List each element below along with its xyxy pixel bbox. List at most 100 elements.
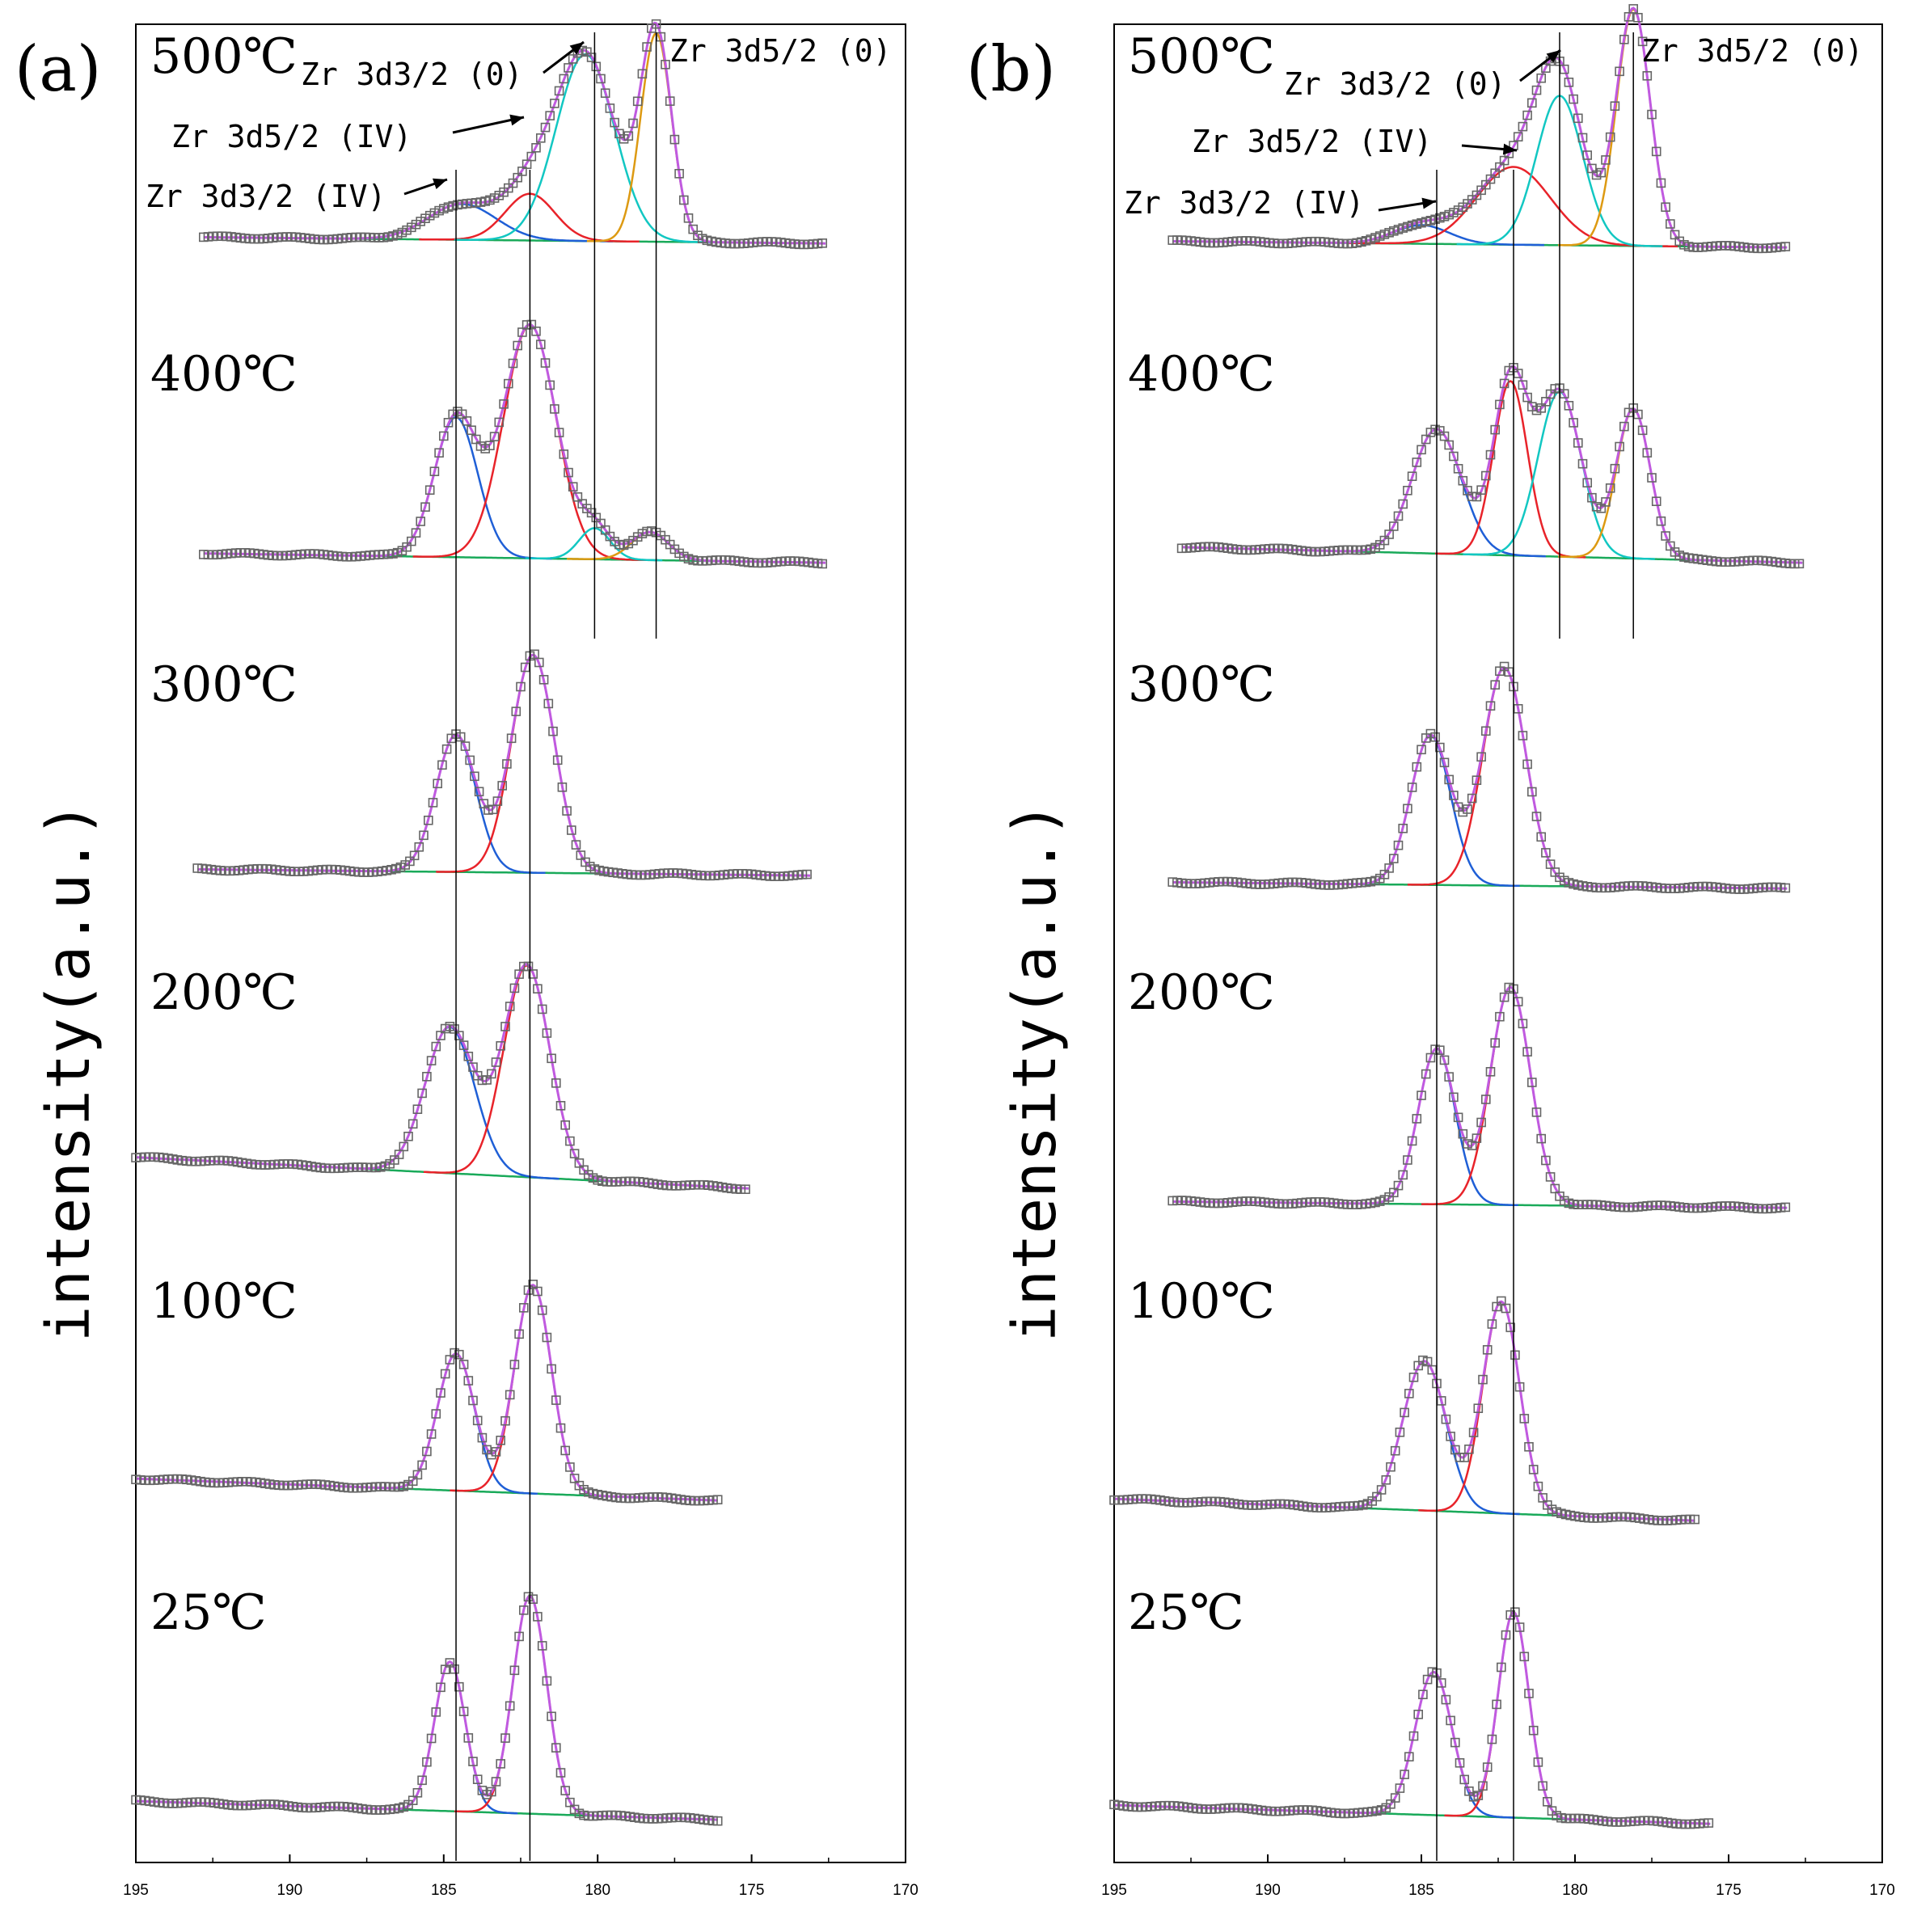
data-point-marker (403, 1132, 413, 1141)
data-point-marker (571, 840, 581, 850)
data-point-marker (537, 1004, 547, 1015)
data-point-marker (1381, 1475, 1391, 1485)
label-arrow-head (1502, 143, 1517, 155)
x-tick-label: 180 (1562, 1882, 1588, 1899)
spectrum-4 (1109, 1296, 1700, 1525)
data-point-marker (511, 707, 521, 716)
data-point-marker (485, 441, 495, 451)
data-point-marker (528, 969, 538, 979)
data-point-marker (642, 42, 652, 52)
data-point-marker (1395, 1428, 1405, 1437)
data-point-marker (516, 681, 526, 692)
data-point-marker (503, 378, 513, 389)
data-point-marker (596, 74, 606, 84)
data-point-marker (1398, 823, 1408, 833)
data-point-marker (412, 1470, 423, 1480)
data-point-marker (1582, 478, 1592, 488)
panel-b-ylabel: intensity(a.u.) (1000, 802, 1070, 1342)
data-point-marker (533, 984, 543, 993)
data-point-marker (1478, 1374, 1488, 1385)
data-point-marker (741, 1184, 750, 1194)
data-point-marker (407, 1119, 418, 1129)
data-point-marker (1400, 1407, 1409, 1418)
data-point-marker (436, 1388, 445, 1398)
data-point-marker (632, 96, 643, 107)
x-tick-label: 180 (585, 1882, 610, 1899)
data-point-marker (454, 1349, 464, 1360)
data-point-marker (458, 1360, 469, 1369)
data-point-marker (1527, 1078, 1537, 1087)
data-point-marker (610, 117, 619, 128)
x-tick-label: 175 (739, 1882, 765, 1899)
data-point-marker (628, 118, 638, 129)
data-point-marker (1482, 1345, 1493, 1355)
data-point-marker (1633, 12, 1643, 23)
data-point-marker (428, 798, 438, 808)
data-point-marker (419, 830, 429, 841)
data-point-marker (423, 815, 433, 825)
data-point-marker (1393, 511, 1404, 521)
data-point-marker (1519, 1414, 1530, 1424)
data-point-marker (186, 1156, 196, 1166)
data-point-marker (1441, 1414, 1451, 1424)
data-point-marker (1412, 1114, 1422, 1124)
data-point-marker (1412, 458, 1422, 467)
data-point-marker (649, 869, 660, 880)
data-point-marker (426, 1429, 437, 1439)
data-point-marker (477, 1432, 488, 1443)
data-point-marker (341, 551, 352, 562)
data-point-marker (422, 1072, 432, 1082)
data-point-marker (1439, 1055, 1450, 1065)
data-point-marker (1601, 497, 1611, 507)
data-point-marker (534, 657, 544, 668)
data-point-marker (610, 537, 619, 546)
data-point-marker (551, 1743, 561, 1753)
data-point-marker (463, 1733, 474, 1743)
data-point-marker (1642, 71, 1653, 81)
data-point-marker (535, 133, 546, 143)
data-point-marker (551, 1395, 561, 1405)
data-point-marker (1564, 400, 1574, 411)
data-point-marker (665, 96, 675, 106)
data-point-marker (1533, 1481, 1543, 1491)
component-peak-line (1347, 166, 1678, 248)
data-point-marker (424, 485, 435, 496)
data-point-marker (1450, 1737, 1460, 1748)
spectrum-3 (1168, 982, 1791, 1214)
data-point-marker (1637, 36, 1648, 47)
data-point-marker (1527, 787, 1537, 797)
data-point-marker (1528, 1725, 1539, 1736)
data-point-marker (463, 1376, 474, 1386)
data-point-marker (1780, 242, 1791, 251)
data-point-marker (1389, 521, 1399, 531)
data-point-marker (474, 787, 484, 797)
label-arrow-head (433, 178, 447, 189)
data-point-marker (1455, 1758, 1465, 1768)
data-point-marker (1531, 85, 1542, 95)
data-point-marker (1472, 1133, 1482, 1143)
peak-label: Zr 3d3/2 (IV) (1124, 185, 1364, 221)
data-point-marker (1531, 1107, 1542, 1117)
x-tick-label: 190 (277, 1882, 303, 1899)
panel-a-ylabel: intensity(a.u.) (34, 802, 103, 1342)
data-point-marker (762, 237, 772, 247)
data-point-marker (1536, 73, 1546, 83)
data-point-marker (1518, 731, 1528, 740)
data-point-marker (472, 1415, 483, 1426)
data-point-marker (1463, 804, 1472, 814)
data-point-marker (1418, 1689, 1428, 1699)
data-point-marker (533, 1612, 543, 1622)
data-point-marker (542, 1028, 552, 1038)
data-point-marker (460, 741, 471, 751)
data-point-marker (1407, 1136, 1417, 1146)
data-point-marker (1495, 399, 1505, 410)
data-point-marker (623, 131, 634, 141)
data-point-marker (1446, 1715, 1455, 1726)
data-point-marker (1464, 1445, 1474, 1454)
data-point-marker (417, 1088, 427, 1099)
data-point-marker (545, 380, 555, 390)
data-point-marker (505, 1701, 515, 1711)
data-point-marker (1458, 475, 1468, 486)
data-point-marker (1413, 1710, 1423, 1719)
data-point-marker (600, 88, 610, 98)
